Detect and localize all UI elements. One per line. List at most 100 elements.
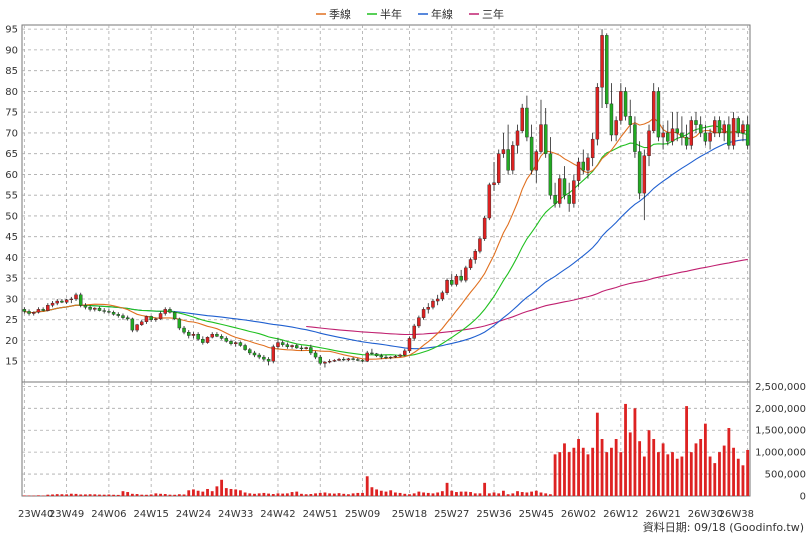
volume-bar	[318, 492, 322, 496]
volume-bar	[685, 406, 689, 496]
candle-body	[515, 130, 520, 146]
candle-body	[586, 157, 590, 171]
candle-body	[360, 360, 365, 362]
candle-body	[609, 103, 614, 136]
volume-bar	[675, 458, 679, 496]
candle-body	[619, 91, 623, 121]
candle-body	[431, 300, 435, 308]
candle-body	[511, 145, 515, 171]
candle-body	[224, 338, 229, 342]
candle-body	[572, 180, 576, 204]
candle-body	[229, 341, 233, 345]
volume-bar	[361, 492, 364, 496]
volume-bar	[196, 490, 200, 496]
volume-bar	[417, 491, 421, 496]
volume-bar	[145, 494, 148, 496]
ma-line-半年	[24, 125, 748, 357]
volume-bar	[703, 423, 707, 496]
price-tick-label: 65	[5, 149, 18, 160]
volume-bar	[487, 493, 491, 496]
volume-bar	[652, 439, 656, 496]
x-tick-label: 25W09	[345, 509, 380, 520]
candle-body	[116, 314, 121, 316]
candle-body	[210, 334, 214, 338]
candle-body	[356, 359, 360, 361]
x-tick-label: 26W02	[561, 509, 596, 520]
volume-bar	[671, 452, 674, 496]
volume-bar	[638, 441, 642, 496]
candle-body	[290, 345, 294, 347]
x-tick-label: 25W27	[434, 509, 469, 520]
candle-body	[666, 132, 670, 142]
price-tick-label: 80	[5, 87, 18, 98]
candle-body	[614, 120, 618, 136]
volume-bar	[281, 493, 285, 496]
price-tick-label: 40	[5, 253, 18, 264]
volume-bar	[473, 493, 477, 496]
volume-bar	[393, 492, 397, 496]
volume-bar	[163, 494, 167, 496]
candle-body	[32, 312, 36, 314]
volume-bar	[389, 490, 393, 496]
volume-bar	[680, 456, 684, 496]
candle-body	[576, 161, 581, 181]
volume-bar	[520, 492, 524, 496]
volume-bar	[130, 493, 134, 496]
candle-body	[78, 294, 83, 306]
volume-bar	[469, 492, 472, 496]
x-tick-label: 24W42	[260, 509, 295, 520]
candle-body	[262, 356, 266, 360]
volume-bar	[253, 493, 256, 496]
volume-bar	[295, 491, 299, 496]
x-tick-label: 24W33	[218, 509, 253, 520]
candle-body	[46, 305, 50, 311]
candle-body	[675, 128, 679, 134]
candle-body	[506, 149, 510, 171]
candle-body	[111, 312, 116, 315]
volume-bar	[614, 439, 618, 496]
volume-bar	[506, 494, 510, 496]
candle-body	[623, 91, 628, 117]
volume-bar	[511, 493, 515, 496]
price-tick-label: 85	[5, 66, 18, 77]
volume-bar	[375, 489, 379, 496]
candle-body	[130, 318, 135, 331]
candle-body	[295, 345, 299, 349]
candle-body	[299, 347, 304, 349]
x-tick-label: 25W45	[519, 509, 554, 520]
volume-bar	[610, 447, 613, 496]
candle-body	[196, 334, 200, 340]
candle-body	[144, 316, 149, 323]
volume-bar	[605, 452, 609, 496]
candle-body	[140, 321, 144, 325]
candle-body	[163, 309, 167, 314]
x-tick-label: 26W30	[688, 509, 723, 520]
candle-body	[55, 300, 59, 304]
candle-body	[398, 354, 402, 357]
volume-bar	[689, 452, 693, 496]
candle-body	[421, 309, 426, 318]
volume-bar	[267, 493, 270, 496]
candle-body	[97, 307, 102, 311]
volume-bar	[60, 494, 64, 496]
volume-bar	[271, 494, 275, 496]
volume-bar	[379, 490, 383, 496]
candle-body	[257, 354, 261, 358]
candle-body	[590, 138, 595, 159]
price-tick-label: 35	[5, 274, 18, 285]
candlesticks	[22, 29, 750, 368]
volume-bar	[126, 492, 130, 496]
candle-body	[731, 118, 736, 146]
volume-bar	[201, 491, 205, 496]
volume-bar	[600, 439, 604, 496]
candle-body	[745, 124, 750, 146]
volume-tick-label: 2,500,000	[755, 382, 806, 393]
candle-body	[172, 312, 177, 320]
candle-body	[285, 344, 290, 347]
volume-bar	[553, 454, 557, 496]
candle-body	[464, 267, 468, 281]
volume-bar	[464, 491, 468, 496]
volume-bar	[459, 491, 463, 496]
price-gridlines	[22, 25, 750, 382]
